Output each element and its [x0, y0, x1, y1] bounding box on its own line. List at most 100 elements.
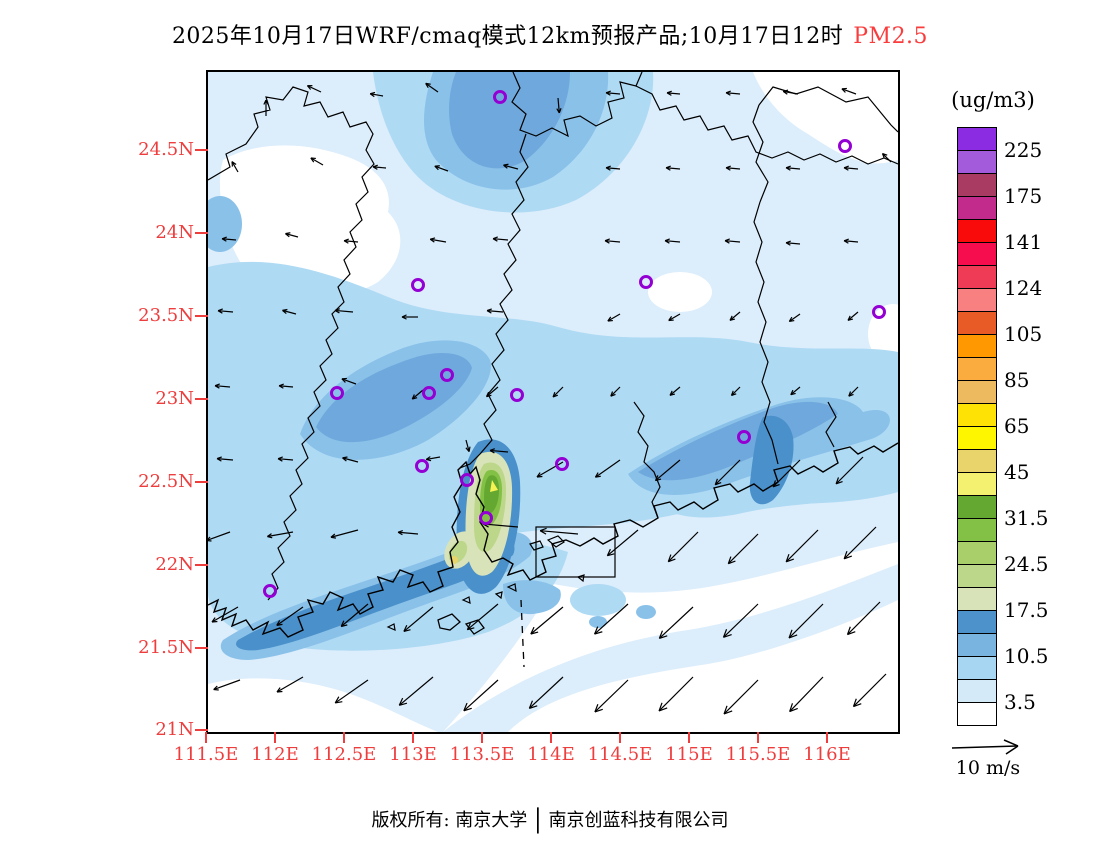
lon-tick-label: 113E	[389, 744, 437, 765]
colorbar-tick-label: 175	[1004, 184, 1043, 208]
colorbar-tick-label: 31.5	[1004, 506, 1049, 530]
wind-arrow	[503, 163, 519, 170]
wind-arrow	[605, 165, 621, 171]
colorbar-box	[957, 633, 997, 657]
colorbar-box	[957, 380, 997, 404]
island-lantau	[529, 540, 544, 551]
colorbar-box	[957, 564, 997, 588]
colorbar-tick-label: 225	[1004, 138, 1043, 162]
station-marker	[737, 430, 751, 444]
colorbar-tick-label: 3.5	[1004, 690, 1036, 714]
border-fujian-south	[753, 201, 779, 465]
wind-arrow	[208, 531, 231, 542]
islet-4	[386, 623, 396, 631]
colorbar-box	[957, 656, 997, 680]
wind-arrow	[463, 679, 499, 712]
colorbar-box	[957, 173, 997, 197]
lon-tick-mark	[205, 732, 207, 743]
colorbar-box	[957, 679, 997, 703]
lat-tick-mark	[195, 398, 208, 400]
wind-arrow	[729, 311, 741, 321]
wind-arrow	[666, 90, 681, 96]
hongkong-box	[535, 526, 616, 578]
lon-tick-mark	[688, 732, 690, 743]
lightblue-sea-patch-1	[570, 584, 626, 616]
sea-white-southwest	[208, 678, 438, 732]
wind-arrow	[846, 601, 881, 636]
border-north-jiangxi	[635, 85, 898, 165]
footer-left: 版权所有: 南京大学	[371, 810, 528, 831]
border-central	[459, 133, 529, 469]
wind-arrow	[835, 456, 864, 485]
islet-1	[506, 583, 517, 593]
colorbar-tick-label: 141	[1004, 230, 1043, 254]
lat-tick-mark	[195, 564, 208, 566]
white-area-northeast	[753, 72, 898, 164]
lon-tick-mark	[412, 732, 414, 743]
wind-arrow	[330, 529, 359, 539]
wind-arrow	[276, 606, 304, 626]
wind-arrow	[658, 606, 694, 639]
wind-arrow	[725, 165, 741, 171]
colorbar-box	[957, 702, 997, 726]
wind-arrow	[334, 679, 369, 704]
colorbar-box	[957, 219, 997, 243]
wind-arrow	[606, 529, 639, 557]
station-marker	[493, 90, 507, 104]
wind-arrow	[530, 606, 564, 635]
lon-tick-label: 115E	[665, 744, 713, 765]
wind-arrow	[730, 386, 741, 397]
lat-tick-label: 24N	[155, 222, 194, 243]
page-title: 2025年10月17日WRF/cmaq模式12km预报产品;10月17日12时 P…	[0, 18, 1100, 50]
station-marker	[415, 459, 429, 473]
wind-arrow	[310, 157, 324, 166]
lat-tick-mark	[195, 481, 208, 483]
wind-arrow	[785, 529, 819, 563]
wind-reference-label: 10 m/s	[955, 757, 1021, 779]
wind-arrow	[724, 238, 741, 244]
lat-tick-label: 24.5N	[138, 139, 194, 160]
lon-tick-label: 112E	[251, 744, 299, 765]
station-marker	[440, 368, 454, 382]
wind-arrow	[341, 377, 357, 385]
colorbar-box	[957, 518, 997, 542]
wind-arrow	[397, 529, 419, 536]
wind-arrow	[714, 459, 741, 486]
islet-3	[461, 596, 471, 604]
wind-arrow	[429, 237, 447, 243]
wind-arrow	[843, 165, 859, 171]
wind-arrow	[785, 165, 801, 171]
wind-arrow	[788, 603, 824, 639]
station-marker	[330, 386, 344, 400]
wind-arrow	[485, 386, 499, 398]
lat-tick-mark	[195, 315, 208, 317]
border-east-short	[825, 401, 837, 448]
deep-core-east	[749, 415, 794, 505]
wind-arrow	[789, 676, 824, 713]
hotspot-dark-green	[484, 475, 499, 514]
station-marker	[422, 386, 436, 400]
lon-tick-mark	[550, 732, 552, 743]
wind-arrow	[664, 238, 681, 244]
wind-arrow	[342, 456, 359, 463]
lat-tick-label: 23N	[155, 388, 194, 409]
wind-arrow	[552, 386, 564, 398]
white-spot-center-east	[648, 272, 712, 312]
wind-arrow	[727, 533, 759, 565]
white-area-northwest	[219, 145, 401, 298]
title-species: PM2.5	[853, 24, 929, 49]
lon-tick-label: 115.5E	[725, 744, 791, 765]
forecast-map-frame	[206, 70, 900, 734]
medium-spot-west-edge	[208, 196, 242, 252]
wind-arrow	[610, 386, 621, 397]
footer-separator: │	[531, 809, 545, 834]
wind-arrow	[466, 603, 499, 631]
lat-tick-label: 21.5N	[138, 637, 194, 658]
forecast-map	[208, 72, 898, 732]
colorbar-box	[957, 127, 997, 151]
wind-arrow	[782, 89, 799, 95]
wind-arrow	[492, 236, 509, 242]
colorbar-tick-label: 45	[1004, 460, 1030, 484]
colorbar-tick-label: 65	[1004, 414, 1030, 438]
colorbar-box	[957, 495, 997, 519]
